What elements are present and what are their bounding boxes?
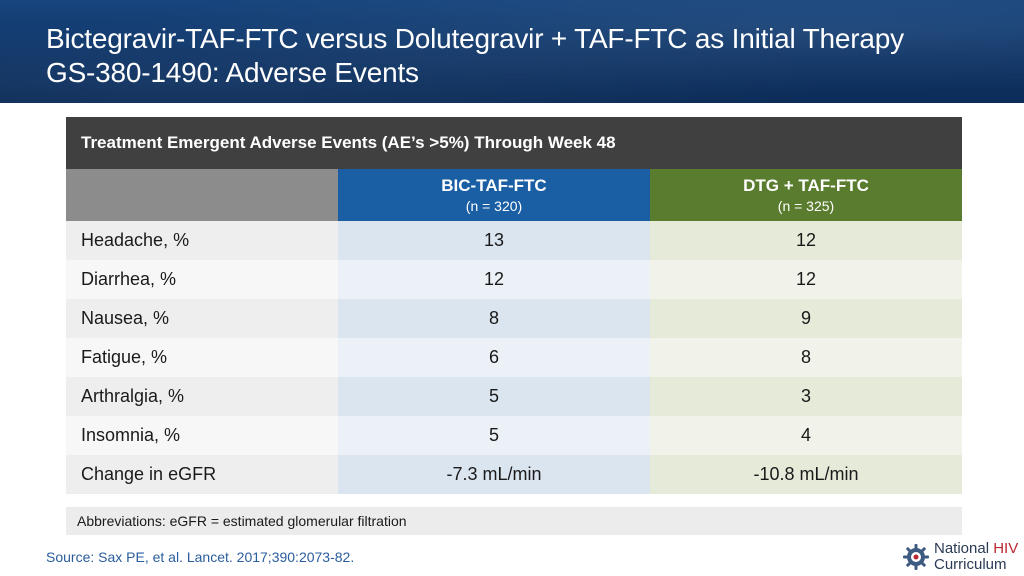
row-label: Arthralgia, % [66, 377, 338, 416]
row-label: Nausea, % [66, 299, 338, 338]
table-body: Headache, % 13 12 Diarrhea, % 12 12 Nausea, % 8… [66, 221, 962, 494]
adverse-events-table: Treatment Emergent Adverse Events (AE’s … [66, 117, 962, 494]
dtg-value: 9 [650, 299, 962, 338]
dtg-column-n: (n = 325) [777, 198, 835, 214]
bic-column-n: (n = 320) [465, 198, 523, 214]
table-banner: Treatment Emergent Adverse Events (AE’s … [66, 117, 962, 169]
slide-header: Bictegravir-TAF-FTC versus Dolutegravir … [0, 0, 1024, 103]
table-row: Change in eGFR -7.3 mL/min -10.8 mL/min [66, 455, 962, 494]
header-background [0, 0, 1024, 103]
abbreviations-note: Abbreviations: eGFR = estimated glomerul… [66, 507, 962, 535]
logo-line-1: National HIV [934, 541, 1018, 557]
row-label: Diarrhea, % [66, 260, 338, 299]
logo-word-hiv: HIV [993, 540, 1019, 557]
bic-value: -7.3 mL/min [338, 455, 650, 494]
table-row: Diarrhea, % 12 12 [66, 260, 962, 299]
table-row: Headache, % 13 12 [66, 221, 962, 260]
nhc-logo: National HIV Curriculum [902, 541, 1018, 573]
dtg-value: 4 [650, 416, 962, 455]
dtg-value: 12 [650, 221, 962, 260]
table-header-row: BIC-TAF-FTC (n = 320) DTG + TAF-FTC (n =… [66, 169, 962, 221]
bic-value: 13 [338, 221, 650, 260]
dtg-column-name: DTG + TAF-FTC [743, 176, 869, 195]
header-empty-cell [66, 169, 338, 221]
row-label: Insomnia, % [66, 416, 338, 455]
bic-value: 6 [338, 338, 650, 377]
table-row: Insomnia, % 5 4 [66, 416, 962, 455]
title-line-1: Bictegravir-TAF-FTC versus Dolutegravir … [46, 23, 904, 54]
table-row: Nausea, % 8 9 [66, 299, 962, 338]
dtg-value: 8 [650, 338, 962, 377]
row-label: Fatigue, % [66, 338, 338, 377]
dtg-value: 12 [650, 260, 962, 299]
bic-value: 5 [338, 377, 650, 416]
header-bic-column: BIC-TAF-FTC (n = 320) [338, 169, 650, 221]
slide-title: Bictegravir-TAF-FTC versus Dolutegravir … [46, 22, 904, 90]
title-line-2: GS-380-1490: Adverse Events [46, 57, 419, 88]
table-row: Fatigue, % 6 8 [66, 338, 962, 377]
bic-value: 5 [338, 416, 650, 455]
dtg-value: -10.8 mL/min [650, 455, 962, 494]
bic-column-name: BIC-TAF-FTC [441, 176, 547, 195]
row-label: Headache, % [66, 221, 338, 260]
bic-value: 8 [338, 299, 650, 338]
logo-word-national: National [934, 540, 990, 557]
header-dtg-column: DTG + TAF-FTC (n = 325) [650, 169, 962, 221]
logo-word-curriculum: Curriculum [934, 556, 1007, 573]
gear-logo-icon [903, 544, 929, 570]
dtg-value: 3 [650, 377, 962, 416]
table-row: Arthralgia, % 5 3 [66, 377, 962, 416]
bic-value: 12 [338, 260, 650, 299]
row-label: Change in eGFR [66, 455, 338, 494]
source-citation: Source: Sax PE, et al. Lancet. 2017;390:… [46, 549, 355, 565]
